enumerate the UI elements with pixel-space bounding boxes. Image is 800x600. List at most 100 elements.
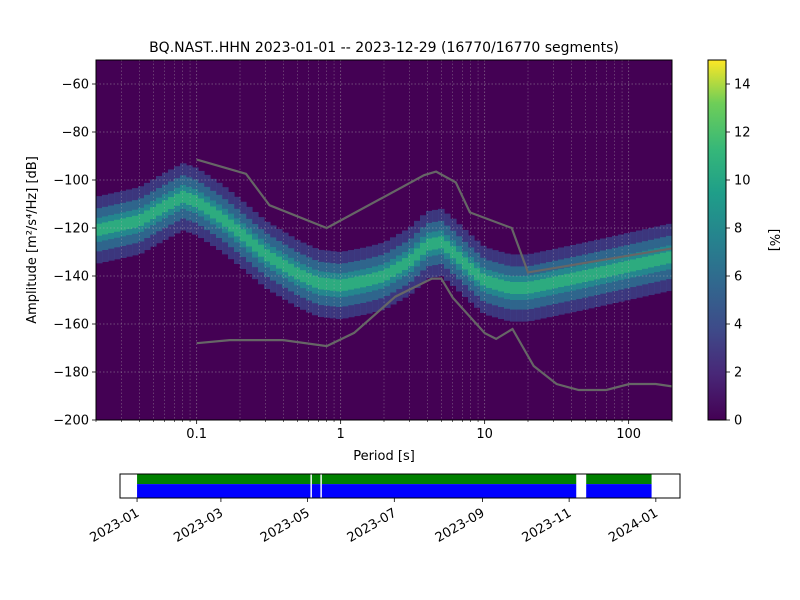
density-cell [528, 281, 535, 294]
density-cell [588, 268, 595, 281]
density-cell [192, 195, 199, 208]
x-tick-label: 100 [616, 427, 641, 442]
colorbar-gradient [707, 59, 727, 421]
colorbar-tick-label: 4 [734, 318, 742, 333]
density-cell [168, 197, 175, 210]
density-cell [264, 249, 271, 262]
density-cell [414, 248, 421, 261]
density-cell [288, 263, 295, 276]
density-cell [576, 271, 583, 284]
density-cell [600, 266, 607, 279]
density-layer [96, 163, 672, 322]
timeline-tick-label: 2023-01 [88, 506, 143, 546]
colorbar-tick-label: 2 [734, 366, 742, 381]
density-cell [444, 241, 451, 254]
y-tick-label: −180 [53, 366, 89, 381]
density-cell [636, 258, 643, 271]
density-cell [372, 272, 379, 285]
timeline-ticks: 2023-01 2023-03 2023-05 2023-07 2023-09 2023-… [88, 498, 661, 546]
density-cell [180, 190, 187, 203]
density-cell [552, 276, 559, 289]
timeline-tick-label: 2024-01 [606, 506, 661, 546]
y-tick-label: −140 [53, 270, 89, 285]
coverage-processed-bar [137, 474, 311, 485]
density-cell [582, 270, 589, 283]
coverage-processed-bar [311, 474, 321, 485]
density-cell [324, 278, 331, 291]
colorbar-tick-label: 6 [734, 270, 742, 285]
density-cell [612, 263, 619, 276]
ppsd-plot: 0.1 1 10 100 −200 −180 −160 −140 −120 −100 −80 −60… [25, 59, 673, 464]
high-noise-model-line [196, 158, 672, 274]
density-cell [342, 278, 349, 291]
density-cell [132, 215, 139, 228]
timeline-tick-label: 2023-09 [433, 506, 488, 546]
density-cell [516, 282, 523, 294]
density-cell [426, 238, 433, 251]
density-cell [366, 274, 373, 286]
density-cell [246, 234, 253, 247]
density-cell [564, 273, 571, 286]
x-tick-label: 10 [476, 427, 493, 442]
density-cell [510, 282, 517, 294]
density-cell [504, 281, 511, 294]
density-cell [144, 210, 151, 223]
density-cell [378, 270, 385, 283]
colorbar-tick-label: 8 [734, 222, 742, 237]
density-cell [594, 267, 601, 280]
density-cell [282, 260, 289, 273]
density-cell [138, 213, 145, 226]
density-cell [294, 267, 301, 280]
noise-model-layer [196, 158, 672, 392]
density-cell [390, 264, 397, 277]
density-cell [486, 276, 493, 289]
density-cell [222, 214, 229, 227]
colorbar: 0 2 4 6 8 10 12 14 [%] [707, 59, 781, 429]
y-tick-label: −120 [53, 222, 89, 237]
colorbar-tick-label: 10 [734, 174, 751, 189]
colorbar-tick-label: 14 [734, 78, 751, 93]
density-cell [354, 276, 361, 289]
coverage-available-bar [586, 484, 652, 498]
timeline-tick-label: 2023-07 [345, 506, 400, 546]
density-cell [666, 251, 672, 264]
density-cell [384, 268, 391, 281]
density-cell [642, 256, 649, 269]
density-cell [360, 275, 367, 288]
density-cell [186, 192, 193, 205]
low-noise-model-line [196, 277, 672, 392]
grid [95, 60, 673, 421]
density-cell [618, 262, 625, 275]
x-tick-label: 1 [337, 427, 345, 442]
y-axis-label: Amplitude [m²/s⁴/Hz] [dB] [25, 156, 40, 324]
colorbar-ticks: 0 2 4 6 8 10 12 14 [726, 78, 751, 429]
density-cell [156, 203, 163, 216]
density-cell [402, 258, 409, 271]
density-cell [408, 254, 415, 267]
x-axis-ticks: 0.1 1 10 100 [95, 420, 673, 442]
density-cell [474, 268, 481, 281]
y-axis-ticks: −200 −180 −160 −140 −120 −100 −80 −60 [53, 78, 96, 429]
density-cell [120, 218, 127, 231]
density-cell [624, 260, 631, 273]
density-cell [420, 242, 427, 255]
chart-title: BQ.NAST..HHN 2023-01-01 -- 2023-12-29 (1… [149, 40, 619, 56]
density-cell [270, 252, 277, 265]
y-tick-label: −100 [53, 174, 89, 189]
density-cell [450, 246, 457, 259]
density-cell [210, 206, 217, 219]
coverage-available-bar [321, 484, 577, 498]
density-cell [150, 207, 157, 220]
density-cell [252, 239, 259, 252]
density-cell [396, 261, 403, 274]
y-tick-label: −160 [53, 318, 89, 333]
timeline-tick-label: 2023-03 [171, 506, 226, 546]
timeline-tick-label: 2023-11 [520, 506, 575, 546]
coverage-processed-bar [321, 474, 577, 485]
density-cell [228, 219, 235, 232]
density-cell [522, 282, 529, 294]
density-cell [498, 279, 505, 292]
y-tick-label: −200 [53, 414, 89, 429]
density-cell [174, 193, 181, 206]
